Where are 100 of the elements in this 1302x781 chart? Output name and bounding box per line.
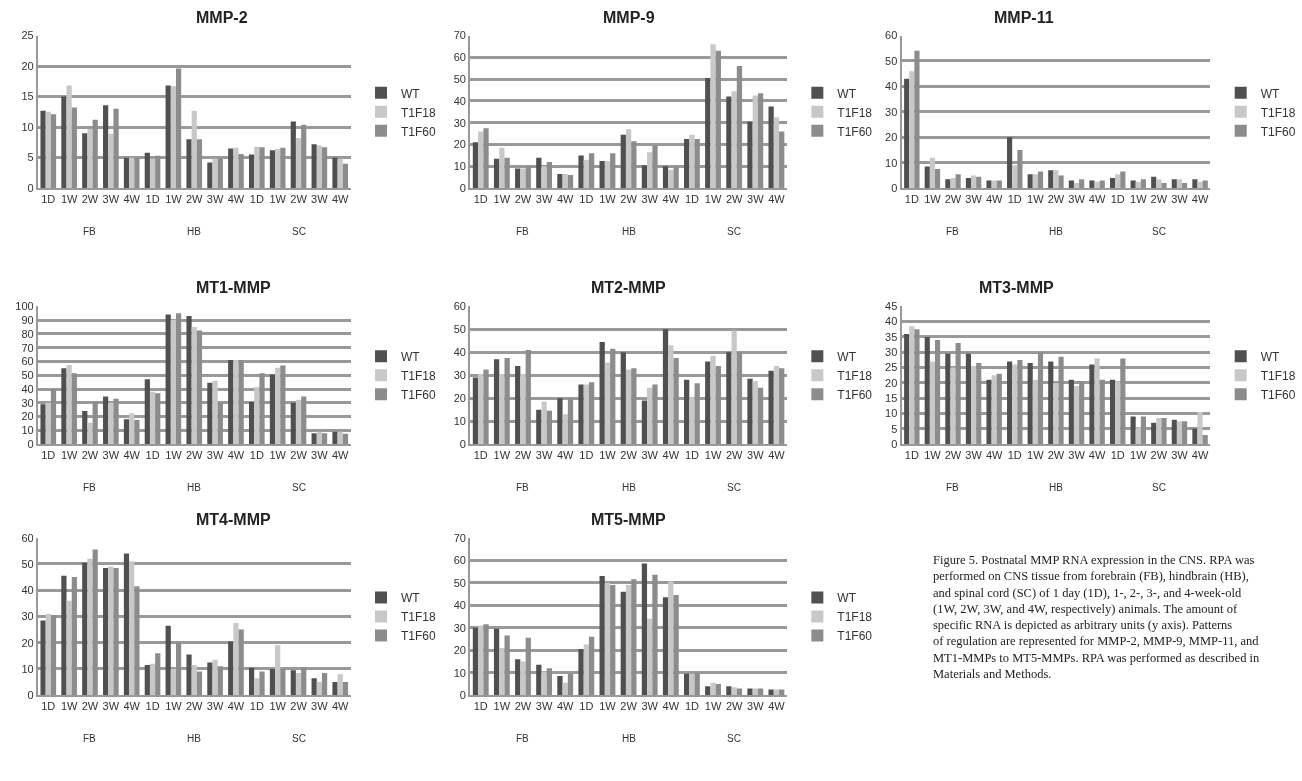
bar <box>269 374 276 445</box>
bar <box>478 625 484 696</box>
chart-title: MT3-MMP <box>979 279 1054 296</box>
bar <box>248 154 255 189</box>
chart-title: MMP-2 <box>196 9 248 26</box>
x-tick-label: 2W <box>1047 449 1065 462</box>
x-tick-label: 1D <box>904 449 919 462</box>
bar <box>955 343 961 445</box>
chart-title: MT1-MMP <box>196 279 271 296</box>
bar <box>668 345 674 445</box>
bar <box>228 360 234 445</box>
bar <box>583 384 589 445</box>
bar <box>290 121 296 189</box>
bar <box>191 326 197 445</box>
x-tick-label: 4W <box>985 449 1004 462</box>
bar <box>996 180 1002 189</box>
bar <box>311 144 317 189</box>
bar <box>631 368 637 445</box>
x-tick-label: 1W <box>1027 449 1045 462</box>
bar <box>662 166 669 189</box>
y-tick-label: 50 <box>453 323 466 336</box>
bar <box>647 618 653 696</box>
y-tick-label: 10 <box>885 407 898 420</box>
bar <box>694 383 700 445</box>
legend-label: T1F60 <box>837 387 873 402</box>
x-tick-label: 1D <box>473 449 488 462</box>
x-tick-label: 1D <box>473 700 488 713</box>
bar <box>536 409 542 445</box>
text: SC <box>1152 482 1166 493</box>
x-tick-label: 1W <box>493 449 511 462</box>
y-tick-label: 50 <box>453 73 466 85</box>
bar <box>546 668 553 696</box>
bar <box>499 147 505 189</box>
x-tick-label: 1D <box>904 193 919 206</box>
x-tick-label: 1W <box>165 193 183 206</box>
chart-title: MT2-MMP <box>591 279 666 296</box>
bar <box>731 91 737 189</box>
bar <box>562 682 568 696</box>
bar <box>1130 416 1136 445</box>
bar <box>773 366 780 445</box>
bar <box>1161 183 1167 189</box>
bar <box>186 139 192 189</box>
y-tick-label: 40 <box>21 584 34 597</box>
x-tick-label: 3W <box>206 449 224 462</box>
bar <box>662 597 669 696</box>
legend-label: T1F18 <box>401 105 437 120</box>
x-tick-label: 3W <box>206 700 224 713</box>
bar <box>1027 174 1033 189</box>
text: SC <box>1152 226 1166 237</box>
x-tick-label: 1W <box>165 700 183 713</box>
text: SC <box>727 482 741 493</box>
y-tick-label: 40 <box>21 382 34 395</box>
bar <box>1058 175 1064 189</box>
legend-label: T1F18 <box>837 105 873 120</box>
bar <box>567 175 574 189</box>
bar <box>1073 385 1080 445</box>
bar <box>520 661 526 696</box>
bar <box>1058 356 1064 445</box>
bar <box>472 627 479 696</box>
bar <box>773 117 780 189</box>
y-tick-label: 40 <box>453 599 466 612</box>
bar <box>45 613 51 696</box>
bar <box>1027 362 1033 445</box>
bar <box>337 158 343 189</box>
y-tick-label: 45 <box>885 300 898 313</box>
x-tick-label: 3W <box>311 700 329 713</box>
bar <box>499 374 505 445</box>
bar <box>557 173 563 189</box>
bar <box>316 431 322 445</box>
legend-label: T1F18 <box>401 368 437 383</box>
bar <box>50 114 57 189</box>
bar <box>631 141 637 189</box>
x-tick-label: 4W <box>227 700 245 713</box>
x-tick-label: 2W <box>186 193 204 206</box>
x-tick-label: 1D <box>1007 449 1022 462</box>
bar <box>155 155 161 189</box>
bar <box>520 168 526 189</box>
bar <box>504 635 510 696</box>
legend-label: WT <box>401 591 421 606</box>
bar <box>1176 421 1183 445</box>
bar <box>515 659 521 696</box>
chart-title: MMP-11 <box>994 9 1054 26</box>
x-tick-label: 1D <box>684 449 700 462</box>
x-tick-label: 4W <box>556 193 575 206</box>
x-tick-label: 2W <box>186 449 204 462</box>
x-tick-label: 2W <box>1047 193 1065 206</box>
x-tick-label: 1W <box>924 193 942 206</box>
bar <box>1151 422 1157 445</box>
bar <box>652 574 658 696</box>
bar <box>1068 180 1074 189</box>
legend-label: T1F18 <box>837 610 873 625</box>
y-tick-label: 0 <box>891 182 898 195</box>
bar <box>541 166 547 189</box>
bar <box>61 96 67 189</box>
y-tick-label: 35 <box>885 330 898 343</box>
bar <box>991 375 997 445</box>
y-tick-label: 0 <box>27 438 34 451</box>
x-tick-label: 3W <box>102 700 120 713</box>
bar <box>1032 174 1038 189</box>
x-tick-label: 4W <box>1088 193 1106 206</box>
